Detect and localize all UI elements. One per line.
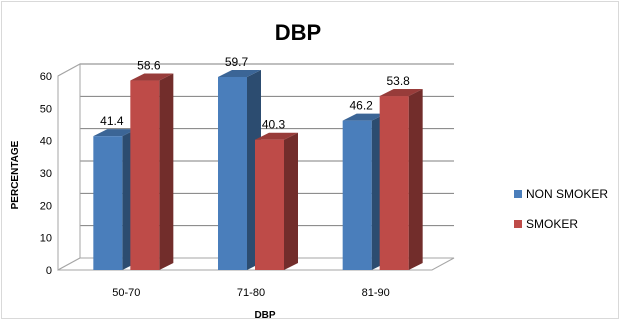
data-label: 40.3	[262, 118, 286, 132]
bar-front	[342, 120, 372, 271]
side-wall	[57, 63, 81, 271]
y-tick-label: 10	[40, 233, 52, 245]
bar-non-smoker	[93, 129, 137, 270]
bar-top	[130, 73, 174, 81]
data-labels: 41.4 58.6 59.7 40.3 46.2 53.8	[100, 55, 410, 132]
y-tick-label: 50	[40, 103, 52, 115]
axis-ticks: 0 10 20 30 40 50 60 50-70 71-80 81-90	[40, 71, 390, 299]
bar-side	[159, 73, 174, 270]
y-axis-label: PERCENTAGE	[10, 140, 21, 209]
bar-top	[379, 89, 423, 97]
bar-front	[130, 80, 160, 270]
bar-non-smoker	[342, 113, 386, 271]
y-tick-label: 30	[40, 168, 52, 180]
bar-top	[218, 69, 261, 77]
bar-front	[379, 96, 409, 271]
data-label: 46.2	[349, 99, 373, 113]
data-label: 41.4	[100, 114, 124, 128]
y-tick-label: 20	[40, 200, 52, 212]
legend-label: SMOKER	[526, 217, 578, 231]
bar-front	[255, 139, 284, 270]
bar-front	[93, 136, 123, 270]
x-tick-label: 50-70	[112, 287, 140, 299]
bar-smoker	[379, 89, 423, 271]
bar-top	[342, 113, 386, 121]
legend-label: NON SMOKER	[526, 187, 608, 201]
legend: NON SMOKER SMOKER	[514, 187, 608, 231]
data-label: 53.8	[386, 74, 410, 88]
bar-side	[284, 132, 298, 270]
bar-top	[255, 132, 298, 140]
bar-top	[93, 129, 137, 137]
data-label: 58.6	[137, 59, 161, 73]
y-tick-label: 60	[40, 71, 52, 83]
legend-swatch	[514, 190, 522, 198]
bar-non-smoker	[218, 69, 261, 270]
bar-smoker	[130, 73, 174, 270]
chart-title: DBP	[275, 20, 321, 45]
bar-side	[408, 89, 423, 271]
bar-front	[218, 76, 247, 270]
legend-swatch	[514, 220, 522, 228]
bars	[93, 69, 423, 271]
data-label: 59.7	[225, 55, 249, 69]
x-axis-label: DBP	[254, 310, 275, 321]
y-tick-label: 0	[46, 265, 52, 277]
y-tick-label: 40	[40, 136, 52, 148]
bar-smoker	[255, 132, 298, 270]
x-tick-label: 81-90	[362, 287, 390, 299]
x-tick-label: 71-80	[237, 287, 265, 299]
